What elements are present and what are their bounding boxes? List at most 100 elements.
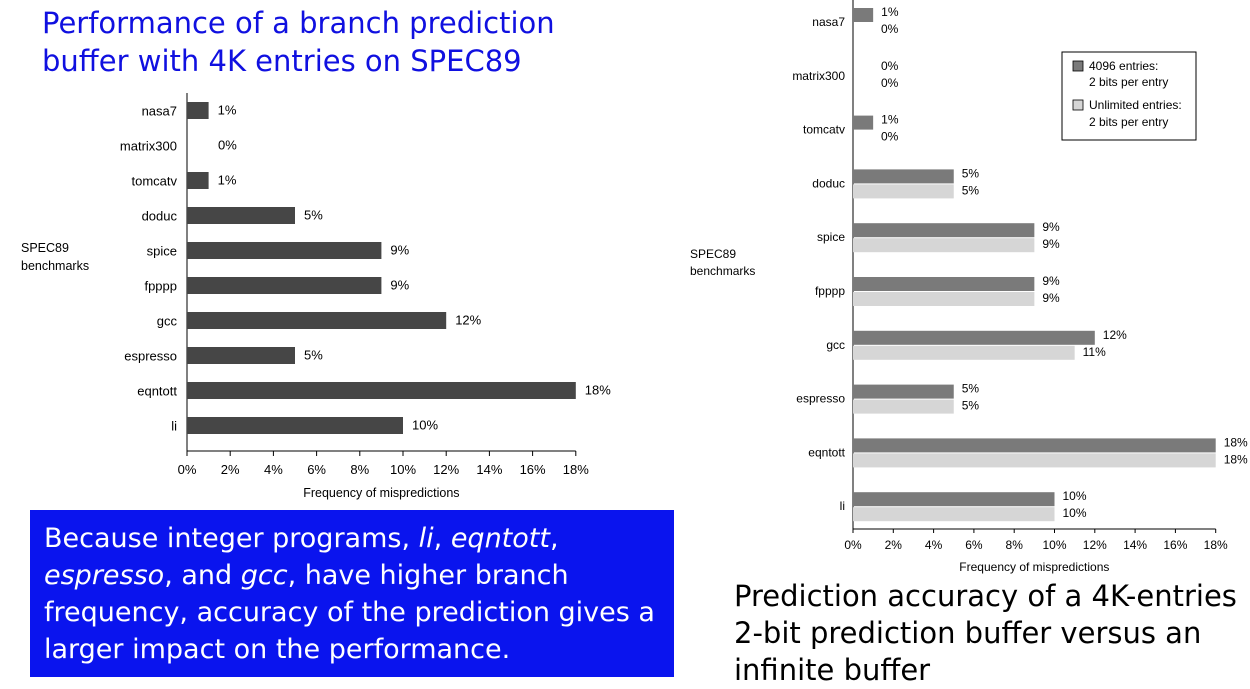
bar-unlimited-entries xyxy=(853,292,1035,306)
data-label-4096: 9% xyxy=(1042,220,1060,234)
data-label-4096: 9% xyxy=(1042,274,1060,288)
x-tick-label: 6% xyxy=(965,538,983,552)
category-label: eqntott xyxy=(137,384,177,399)
data-label-unlimited: 5% xyxy=(962,399,980,413)
bar xyxy=(187,242,382,259)
bar xyxy=(187,417,403,434)
bar-unlimited-entries xyxy=(853,399,954,414)
legend-swatch-4096 xyxy=(1072,60,1084,72)
bar xyxy=(187,277,382,294)
bar-4096-entries xyxy=(853,438,1216,453)
x-tick-label: 2% xyxy=(221,462,240,477)
x-tick-label: 10% xyxy=(1042,538,1066,552)
category-label: eqntott xyxy=(808,445,845,459)
category-label: nasa7 xyxy=(142,104,177,119)
data-label: 18% xyxy=(585,383,611,398)
data-label-unlimited: 5% xyxy=(962,183,980,197)
legend-box xyxy=(1061,51,1197,141)
x-tick-label: 18% xyxy=(1204,538,1228,552)
bar-4096-entries xyxy=(853,8,874,22)
bar-4096-entries xyxy=(853,384,954,399)
category-label: tomcatv xyxy=(803,123,845,137)
category-label: doduc xyxy=(812,176,845,190)
legend-label-unlimited: Unlimited entries: xyxy=(1089,98,1182,112)
y-axis-label: benchmarks xyxy=(690,264,755,278)
data-label-unlimited: 0% xyxy=(881,130,899,144)
category-label: li xyxy=(840,499,845,513)
bar-4096-entries xyxy=(853,277,1035,291)
bar xyxy=(187,172,209,189)
left-chart-title: Performance of a branch prediction buffe… xyxy=(42,6,555,78)
legend-label-4096: 4096 entries: xyxy=(1089,59,1158,73)
x-tick-label: 4% xyxy=(925,538,943,552)
data-label-4096: 18% xyxy=(1224,435,1248,449)
data-label: 12% xyxy=(455,313,481,328)
x-axis-label: Frequency of mispredictions xyxy=(959,560,1109,574)
explanation-part: Because integer programs, xyxy=(44,523,419,554)
x-tick-label: 14% xyxy=(1123,538,1147,552)
bar-4096-entries xyxy=(853,330,1095,345)
explanation-part: , have higher branch frequency, accuracy… xyxy=(44,560,655,665)
category-label: fpppp xyxy=(144,279,177,294)
bar xyxy=(187,347,295,364)
data-label-unlimited: 11% xyxy=(1083,345,1106,359)
category-label: matrix300 xyxy=(120,139,177,154)
category-label: tomcatv xyxy=(131,174,177,189)
category-label: matrix300 xyxy=(792,69,845,83)
data-label-4096: 1% xyxy=(881,113,899,127)
explanation-box: Because integer programs, li, eqntott, e… xyxy=(30,510,674,677)
explanation-part: , xyxy=(433,523,451,554)
category-label: li xyxy=(171,419,177,434)
left-bar-chart: 0% 2% 4% 6% 8% 10% 12% 14% 16% 18% Frequency of mi… xyxy=(21,93,611,500)
y-axis-label: SPEC89 xyxy=(690,247,736,261)
category-label: spice xyxy=(817,230,845,244)
x-tick-label: 12% xyxy=(433,462,459,477)
x-tick-label: 6% xyxy=(307,462,326,477)
data-label: 9% xyxy=(390,278,409,293)
data-label-4096: 5% xyxy=(962,166,980,180)
data-label: 5% xyxy=(304,208,323,223)
category-label: fpppp xyxy=(815,284,845,298)
data-label: 5% xyxy=(304,348,323,363)
x-tick-label: 12% xyxy=(1083,538,1107,552)
x-tick-label: 16% xyxy=(1163,538,1187,552)
legend-label-4096: 2 bits per entry xyxy=(1089,75,1168,89)
bar xyxy=(187,312,447,329)
x-tick-label: 8% xyxy=(350,462,369,477)
explanation-text: Because integer programs, li, eqntott, e… xyxy=(44,520,660,668)
x-tick-label: 14% xyxy=(476,462,502,477)
benchmark-gcc: gcc xyxy=(240,560,288,591)
bar-4096-entries xyxy=(853,223,1035,238)
data-label-unlimited: 0% xyxy=(881,22,899,36)
data-label-unlimited: 0% xyxy=(881,76,899,90)
x-tick-label: 8% xyxy=(1006,538,1024,552)
data-label-4096: 5% xyxy=(962,382,980,396)
bar-unlimited-entries xyxy=(853,184,954,199)
bar xyxy=(187,382,576,399)
legend-label-unlimited: 2 bits per entry xyxy=(1089,115,1168,129)
x-tick-label: 2% xyxy=(885,538,903,552)
right-chart-caption: Prediction accuracy of a 4K-entries 2-bi… xyxy=(734,579,1237,687)
x-tick-label: 0% xyxy=(178,462,197,477)
data-label-unlimited: 9% xyxy=(1042,291,1060,305)
data-label-unlimited: 10% xyxy=(1063,506,1087,520)
data-label-unlimited: 9% xyxy=(1042,237,1060,251)
bar xyxy=(187,102,209,119)
explanation-part: , xyxy=(549,523,559,554)
category-label: espresso xyxy=(796,392,845,406)
x-tick-label: 16% xyxy=(520,462,546,477)
data-label-4096: 0% xyxy=(881,59,899,73)
bar-4096-entries xyxy=(853,492,1055,507)
bar xyxy=(187,207,295,224)
category-label: espresso xyxy=(124,349,177,364)
category-label: gcc xyxy=(157,314,178,329)
category-label: spice xyxy=(147,244,177,259)
benchmark-espresso: espresso xyxy=(44,560,165,591)
data-label: 0% xyxy=(218,138,237,153)
data-label: 1% xyxy=(218,173,237,188)
y-axis-label: benchmarks xyxy=(21,259,89,273)
bar-unlimited-entries xyxy=(853,453,1216,468)
data-label: 10% xyxy=(412,418,438,433)
data-label-unlimited: 18% xyxy=(1224,452,1248,466)
data-label: 1% xyxy=(218,103,237,118)
